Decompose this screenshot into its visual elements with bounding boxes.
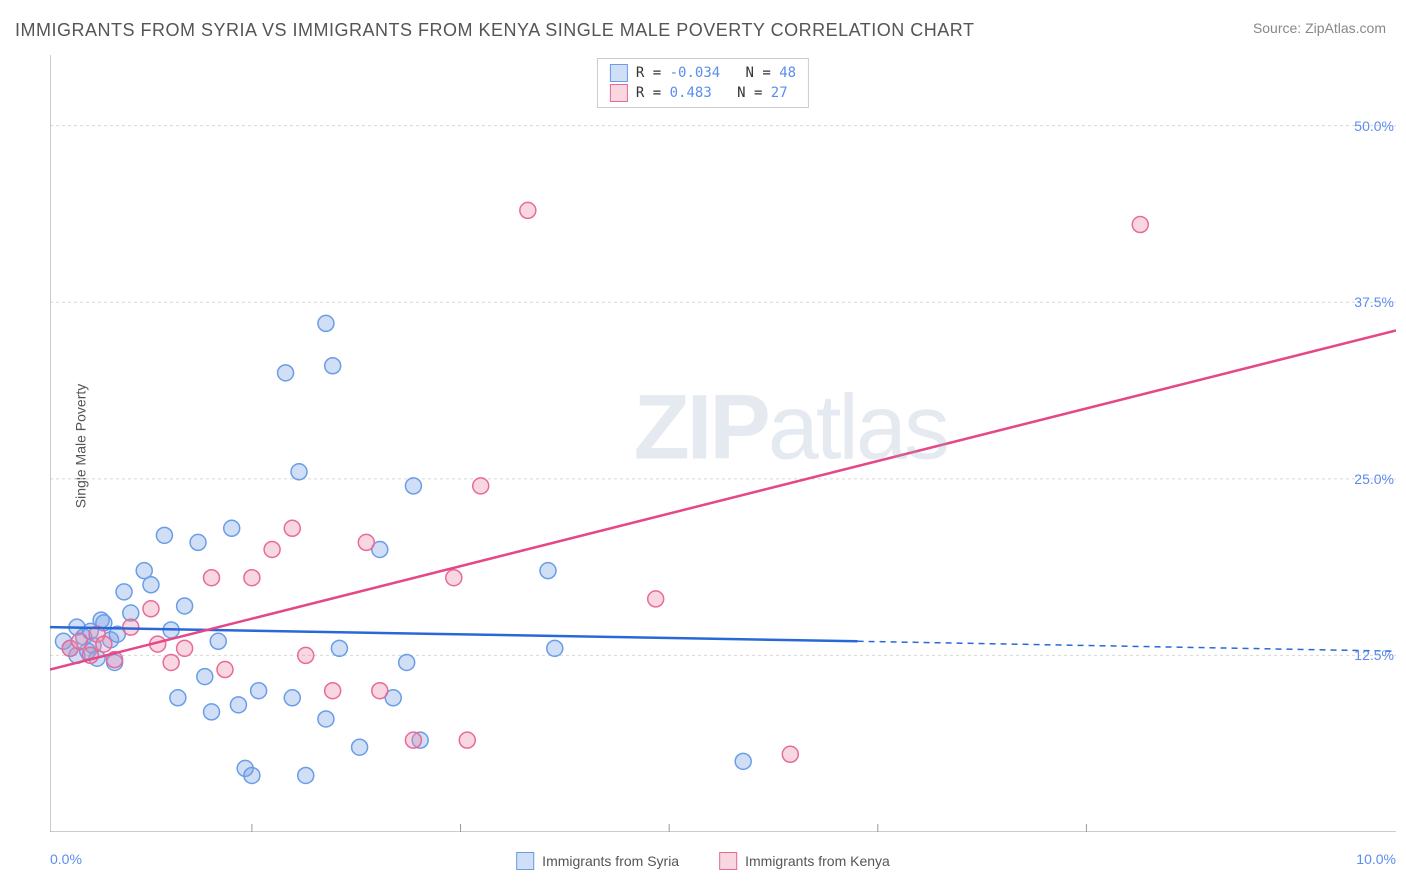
data-point <box>291 464 307 480</box>
source-label: Source: ZipAtlas.com <box>1253 20 1386 36</box>
legend-swatch <box>719 852 737 870</box>
data-point <box>782 746 798 762</box>
trend-line-dashed <box>858 641 1396 651</box>
data-point <box>143 577 159 593</box>
data-point <box>358 534 374 550</box>
legend-swatch <box>610 64 628 82</box>
chart-title: IMMIGRANTS FROM SYRIA VS IMMIGRANTS FROM… <box>15 20 974 41</box>
data-point <box>520 202 536 218</box>
data-point <box>331 640 347 656</box>
plot-svg <box>50 55 1396 832</box>
data-point <box>210 633 226 649</box>
data-point <box>177 598 193 614</box>
data-point <box>244 767 260 783</box>
data-point <box>547 640 563 656</box>
legend-label: Immigrants from Kenya <box>745 853 890 869</box>
data-point <box>1132 217 1148 233</box>
data-point <box>446 570 462 586</box>
data-point <box>473 478 489 494</box>
data-point <box>352 739 368 755</box>
data-point <box>204 704 220 720</box>
data-point <box>143 601 159 617</box>
data-point <box>318 711 334 727</box>
data-point <box>372 683 388 699</box>
y-tick-label: 25.0% <box>1354 471 1394 487</box>
data-point <box>264 541 280 557</box>
data-point <box>284 520 300 536</box>
y-tick-label: 37.5% <box>1354 294 1394 310</box>
series-legend: Immigrants from Syria Immigrants from Ken… <box>516 852 890 870</box>
data-point <box>170 690 186 706</box>
data-point <box>72 633 88 649</box>
legend-swatch <box>610 84 628 102</box>
data-point <box>399 654 415 670</box>
correlation-text: R = 0.483 N = 27 <box>636 85 788 101</box>
y-tick-label: 12.5% <box>1354 647 1394 663</box>
legend-item: Immigrants from Kenya <box>719 852 890 870</box>
trend-line <box>50 330 1396 669</box>
data-point <box>298 647 314 663</box>
chart-area: ZIPatlas <box>50 55 1396 832</box>
data-point <box>156 527 172 543</box>
data-point <box>224 520 240 536</box>
data-point <box>230 697 246 713</box>
data-point <box>284 690 300 706</box>
data-point <box>648 591 664 607</box>
data-point <box>204 570 220 586</box>
data-point <box>116 584 132 600</box>
data-point <box>177 640 193 656</box>
legend-label: Immigrants from Syria <box>542 853 679 869</box>
correlation-row: R = 0.483 N = 27 <box>610 83 796 103</box>
data-point <box>244 570 260 586</box>
x-tick-label: 10.0% <box>1356 851 1396 867</box>
data-point <box>197 669 213 685</box>
data-point <box>96 636 112 652</box>
data-point <box>735 753 751 769</box>
data-point <box>325 358 341 374</box>
y-tick-label: 50.0% <box>1354 118 1394 134</box>
data-point <box>190 534 206 550</box>
data-point <box>163 654 179 670</box>
correlation-text: R = -0.034 N = 48 <box>636 65 796 81</box>
data-point <box>540 563 556 579</box>
correlation-legend: R = -0.034 N = 48 R = 0.483 N = 27 <box>597 58 809 108</box>
data-point <box>278 365 294 381</box>
chart-container: IMMIGRANTS FROM SYRIA VS IMMIGRANTS FROM… <box>0 0 1406 892</box>
legend-item: Immigrants from Syria <box>516 852 679 870</box>
data-point <box>298 767 314 783</box>
data-point <box>459 732 475 748</box>
data-point <box>251 683 267 699</box>
data-point <box>217 662 233 678</box>
data-point <box>325 683 341 699</box>
data-point <box>405 478 421 494</box>
x-tick-label: 0.0% <box>50 851 82 867</box>
data-point <box>318 315 334 331</box>
data-point <box>405 732 421 748</box>
correlation-row: R = -0.034 N = 48 <box>610 63 796 83</box>
legend-swatch <box>516 852 534 870</box>
data-point <box>123 619 139 635</box>
